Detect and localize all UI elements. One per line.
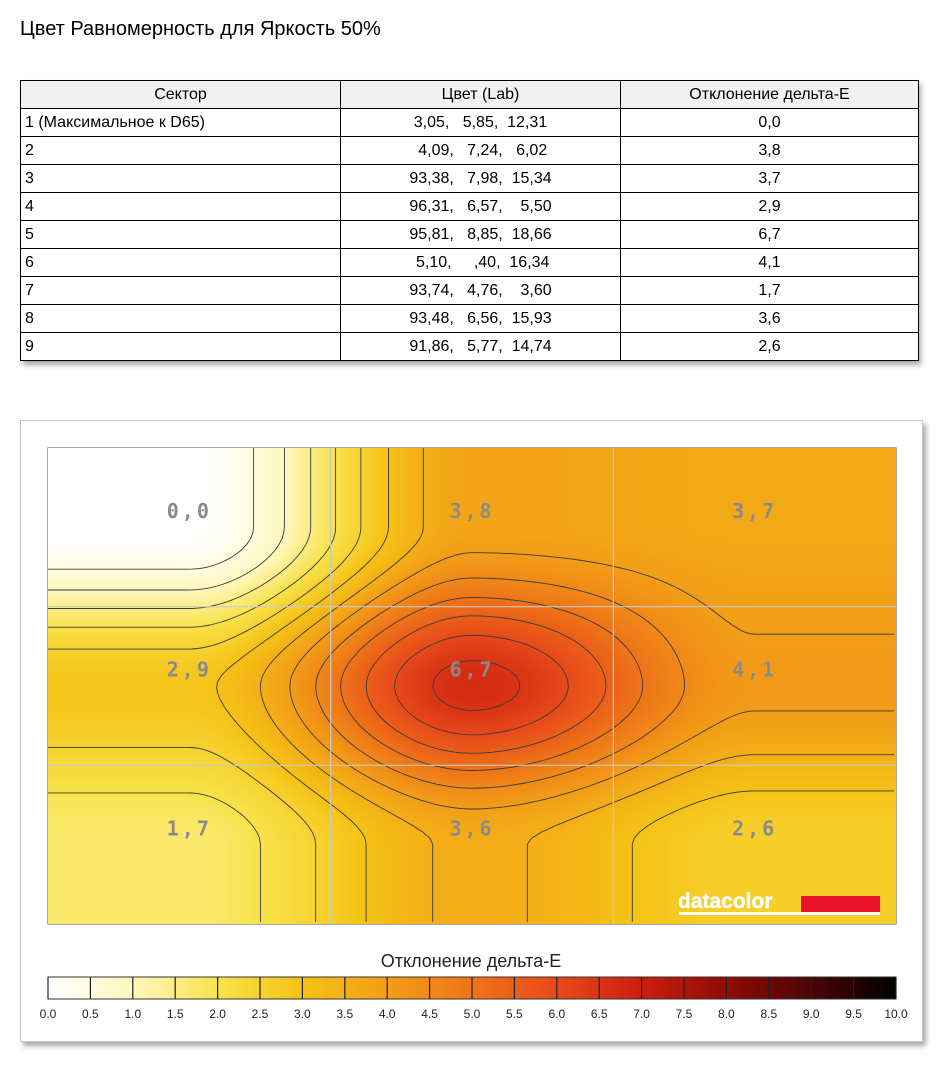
heatmap-chart: 0,0 3,8 3,7 2,9 6,7 4,1 1,7 3,6 2,6 datacolor От… [40, 447, 908, 1021]
brand-bar [801, 896, 880, 912]
contour-line [394, 634, 569, 736]
cell-lab: 4,09, 7,24, 6,02 [340, 136, 621, 165]
contour-line [48, 448, 362, 922]
table-row: 9 91,86, 5,77, 14,74 2,6 [20, 332, 919, 361]
sector-label: 4,1 [732, 658, 777, 682]
cell-delta: 6,7 [620, 220, 919, 249]
cell-delta: 3,8 [620, 136, 919, 165]
colorbar-tick-label: 6.0 [548, 1007, 565, 1021]
uniformity-table-container: Сектор Цвет (Lab) Отклонение дельта-E 1 … [20, 80, 919, 361]
table-row: 5 95,81, 8,85, 18,66 6,7 [20, 220, 919, 249]
table-row: 8 93,48, 6,56, 15,93 3,6 [20, 304, 919, 333]
colorbar-tick-label: 5.0 [464, 1007, 481, 1021]
colorbar-tick-label: 7.0 [633, 1007, 650, 1021]
colorbar-tick-label: 0.5 [82, 1007, 99, 1021]
colorbar-tick-label: 5.5 [506, 1007, 523, 1021]
cell-delta: 3,7 [620, 164, 919, 193]
sector-label: 3,7 [732, 499, 777, 523]
contour-line [289, 552, 894, 810]
cell-lab: 93,74, 4,76, 3,60 [340, 276, 621, 305]
colorbar-tick-label: 4.5 [421, 1007, 438, 1021]
contour-line [340, 597, 644, 771]
contour-line [48, 448, 337, 922]
table-row: 7 93,74, 4,76, 3,60 1,7 [20, 276, 919, 305]
column-header-lab: Цвет (Lab) [340, 80, 621, 109]
cell-delta: 2,9 [620, 192, 919, 221]
sector-label: 2,6 [732, 816, 777, 840]
table-row: 6 5,10, ,40, 16,34 4,1 [20, 248, 919, 277]
sector-label: 1,7 [167, 816, 212, 840]
cell-sector: 5 [20, 220, 341, 249]
table-row: 3 93,38, 7,98, 15,34 3,7 [20, 164, 919, 193]
sector-label: 2,9 [167, 658, 212, 682]
contour-line [259, 448, 894, 922]
cell-lab: 95,81, 8,85, 18,66 [340, 220, 621, 249]
cell-sector: 6 [20, 248, 341, 277]
cell-sector: 9 [20, 332, 341, 361]
page-title: Цвет Равномерность для Яркость 50% [20, 18, 381, 40]
colorbar-tick-label: 6.5 [591, 1007, 608, 1021]
colorbar-tick-label: 3.5 [336, 1007, 353, 1021]
contour-line [365, 615, 607, 754]
cell-lab: 3,05, 5,85, 12,31 [340, 108, 621, 137]
cell-sector: 3 [20, 164, 341, 193]
colorbar-tick-label: 2.5 [252, 1007, 269, 1021]
heat-surface [48, 448, 896, 924]
contour-lines [48, 448, 894, 922]
cell-lab: 93,48, 6,56, 15,93 [340, 304, 621, 333]
cell-sector: 1 (Максимальное к D65) [20, 108, 341, 137]
brand-underline [679, 912, 880, 915]
column-header-sector: Сектор [20, 80, 341, 109]
table-header-row: Сектор Цвет (Lab) Отклонение дельта-E [20, 80, 919, 109]
contour-line [432, 660, 521, 711]
colorbar-tick-label: 1.5 [167, 1007, 184, 1021]
colorbar-tick-label: 0.0 [40, 1007, 57, 1021]
cell-lab: 93,38, 7,98, 15,34 [340, 164, 621, 193]
colorbar-title: Отклонение дельта-E [381, 951, 561, 971]
sector-label: 6,7 [449, 658, 494, 682]
column-header-delta: Отклонение дельта-E [620, 80, 919, 109]
sector-label: 3,6 [449, 816, 494, 840]
sector-grid-lines [48, 448, 896, 924]
table-row: 1 (Максимальное к D65) 3,05, 5,85, 12,31 0… [20, 108, 919, 137]
cell-lab: 5,10, ,40, 16,34 [340, 248, 621, 277]
brand-text: datacolor [678, 890, 773, 913]
colorbar-tick-label: 4.0 [379, 1007, 396, 1021]
colorbar-ticks: 0.0 0.5 1.0 1.5 2.0 2.5 3.0 3.5 4.0 4.5 5.0 5.5 6.0 6… [40, 977, 908, 1021]
contour-line [48, 448, 255, 570]
cell-delta: 4,1 [620, 248, 919, 277]
colorbar-tick-label: 8.5 [760, 1007, 777, 1021]
colorbar-tick-label: 9.5 [845, 1007, 862, 1021]
contour-line [48, 448, 312, 609]
heatmap-panel: 0,0 3,8 3,7 2,9 6,7 4,1 1,7 3,6 2,6 datacolor От… [20, 420, 923, 1042]
cell-delta: 3,6 [620, 304, 919, 333]
contour-line [48, 448, 285, 591]
colorbar-tick-label: 1.0 [124, 1007, 141, 1021]
cell-sector: 4 [20, 192, 341, 221]
colorbar-tick-label: 8.0 [718, 1007, 735, 1021]
brand-logo: datacolor [678, 890, 880, 915]
cell-lab: 96,31, 6,57, 5,50 [340, 192, 621, 221]
uniformity-table: Сектор Цвет (Lab) Отклонение дельта-E 1 … [20, 80, 919, 361]
colorbar-tick-label: 9.0 [803, 1007, 820, 1021]
cell-delta: 0,0 [620, 108, 919, 137]
table-row: 2 4,09, 7,24, 6,02 3,8 [20, 136, 919, 165]
contour-line [216, 448, 894, 922]
table-row: 4 96,31, 6,57, 5,50 2,9 [20, 192, 919, 221]
cell-delta: 1,7 [620, 276, 919, 305]
cell-sector: 2 [20, 136, 341, 165]
cell-sector: 8 [20, 304, 341, 333]
sector-labels: 0,0 3,8 3,7 2,9 6,7 4,1 1,7 3,6 2,6 [167, 499, 777, 840]
colorbar-tick-label: 7.5 [676, 1007, 693, 1021]
colorbar-tick-label: 3.0 [294, 1007, 311, 1021]
colorbar-tick-label: 2.0 [209, 1007, 226, 1021]
colorbar-tick-label: 10.0 [884, 1007, 908, 1021]
sector-label: 3,8 [449, 499, 494, 523]
cell-lab: 91,86, 5,77, 14,74 [340, 332, 621, 361]
sector-label: 0,0 [167, 499, 212, 523]
cell-delta: 2,6 [620, 332, 919, 361]
cell-sector: 7 [20, 276, 341, 305]
